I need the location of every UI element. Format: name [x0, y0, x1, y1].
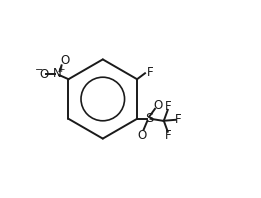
- Text: O: O: [60, 54, 69, 67]
- Text: O: O: [39, 68, 49, 81]
- Text: F: F: [165, 100, 171, 113]
- Text: N: N: [53, 67, 62, 80]
- Text: F: F: [165, 129, 171, 142]
- Text: F: F: [147, 66, 153, 79]
- Text: +: +: [57, 65, 65, 74]
- Text: −: −: [35, 65, 43, 75]
- Text: O: O: [137, 129, 147, 142]
- Text: O: O: [154, 99, 163, 112]
- Text: F: F: [175, 113, 182, 126]
- Text: S: S: [145, 112, 153, 125]
